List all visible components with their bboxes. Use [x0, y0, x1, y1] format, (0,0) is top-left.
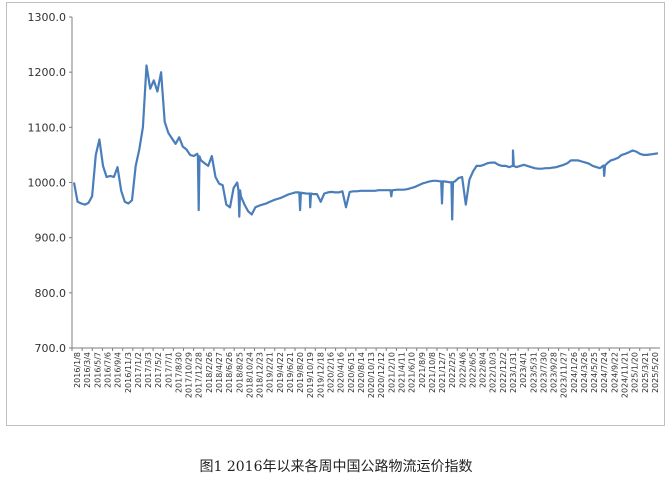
x-tick-label: 2016/3/4: [83, 352, 92, 388]
x-tick-label: 2022/12/2: [499, 352, 508, 393]
x-tick-label: 2018/4/27: [215, 352, 224, 393]
y-tick-labels: 700.0 800.0 900.0 1000.0 1100.0 1200.0 1300.0: [28, 11, 72, 355]
x-tick-label: 2024/3/26: [580, 352, 589, 393]
x-tick-label: 2020/8/14: [357, 352, 366, 393]
x-tick-label: 2016/7/6: [103, 352, 112, 388]
y-tick-label: 800.0: [35, 287, 67, 300]
x-tick-label: 2023/7/30: [539, 352, 548, 393]
y-tick-label: 1200.0: [28, 66, 67, 79]
x-tick-label: 2024/5/25: [590, 352, 599, 393]
line-chart: 700.0800.0900.01000.01100.01200.01300.0 …: [28, 11, 660, 398]
x-tick-label: 2018/6/26: [225, 352, 234, 393]
x-tick-labels: 2016/1/8 2016/3/4 2016/5/7 2016/7/6 2016/9/4…: [71, 348, 660, 398]
x-tick-label: 2017/8/30: [174, 352, 183, 393]
x-tick-label: 2018/10/24: [245, 352, 254, 398]
x-tick-label: 2022/2/5: [448, 352, 457, 388]
x-tick-label: 2024/11/21: [621, 352, 630, 398]
x-tick-label: 2018/2/26: [205, 352, 214, 393]
x-tick-label: 2024/7/24: [600, 352, 609, 393]
x-tick-label: 2016/9/4: [114, 352, 123, 388]
x-tick-label: 2017/5/2: [154, 352, 163, 388]
x-tick-label: 2023/11/27: [560, 352, 569, 398]
x-tick-label: 2019/6/21: [286, 352, 295, 393]
x-tick-label: 2021/12/7: [438, 352, 447, 393]
x-tick-label: 2025/5/20: [651, 352, 660, 393]
x-tick-label: 2020/2/16: [327, 352, 336, 393]
x-tick-label: 2021/10/8: [428, 352, 437, 393]
x-tick-label: 2019/12/18: [316, 352, 325, 398]
x-tick-label: 2017/3/3: [144, 352, 153, 388]
x-tick-label: 2024/9/22: [610, 352, 619, 393]
x-tick-label: 2022/8/4: [479, 352, 488, 388]
x-tick-label: 2019/8/20: [296, 352, 305, 393]
x-tick-label: 2020/10/13: [367, 352, 376, 398]
x-tick-label: 2017/7/1: [164, 352, 173, 388]
x-tick-label: 2016/11/3: [124, 352, 133, 393]
x-tick-label: 2022/10/3: [489, 352, 498, 393]
x-tick-label: 2023/9/28: [550, 352, 559, 393]
x-tick-label: 2020/12/12: [377, 352, 386, 398]
x-tick-label: 2023/5/31: [529, 352, 538, 393]
x-tick-label: 2025/3/21: [641, 352, 650, 393]
x-tick-label: 2023/1/31: [509, 352, 518, 393]
chart-frame: [6, 2, 665, 426]
x-tick-label: 2017/10/29: [185, 352, 194, 398]
x-tick-label: 2017/1/2: [134, 352, 143, 388]
x-tick-label: 2023/4/1: [519, 352, 528, 388]
x-tick-label: 2022/4/6: [458, 352, 467, 388]
x-tick-label: 2021/8/9: [418, 352, 427, 388]
x-tick-label: 2025/1/20: [631, 352, 640, 393]
x-tick-label: 2016/1/8: [73, 352, 82, 388]
y-tick-label: 1000.0: [28, 177, 67, 190]
x-tick-label: 2019/10/19: [306, 352, 315, 398]
x-tick-label: 2021/2/10: [387, 352, 396, 393]
x-tick-label: 2024/1/26: [570, 352, 579, 393]
x-tick-label: 2020/4/16: [337, 352, 346, 393]
y-tick-label: 1100.0: [28, 121, 67, 134]
y-tick-label: 900.0: [35, 232, 67, 245]
y-tick-label: 700.0: [35, 342, 67, 355]
x-tick-label: 2020/6/15: [347, 352, 356, 393]
x-tick-label: 2022/6/5: [468, 352, 477, 388]
x-tick-label: 2019/4/22: [276, 352, 285, 393]
series-line: [72, 64, 659, 221]
x-tick-label: 2018/8/25: [235, 352, 244, 393]
x-tick-label: 2019/2/21: [266, 352, 275, 393]
figure-caption: 图1 2016年以来各周中国公路物流运价指数: [199, 459, 473, 475]
x-tick-label: 2016/5/7: [93, 352, 102, 388]
x-tick-label: 2017/12/28: [195, 352, 204, 398]
y-tick-label: 1300.0: [28, 11, 67, 24]
x-tick-label: 2018/12/23: [256, 352, 265, 398]
x-tick-label: 2021/6/10: [408, 352, 417, 393]
x-tick-label: 2021/4/11: [397, 352, 406, 393]
